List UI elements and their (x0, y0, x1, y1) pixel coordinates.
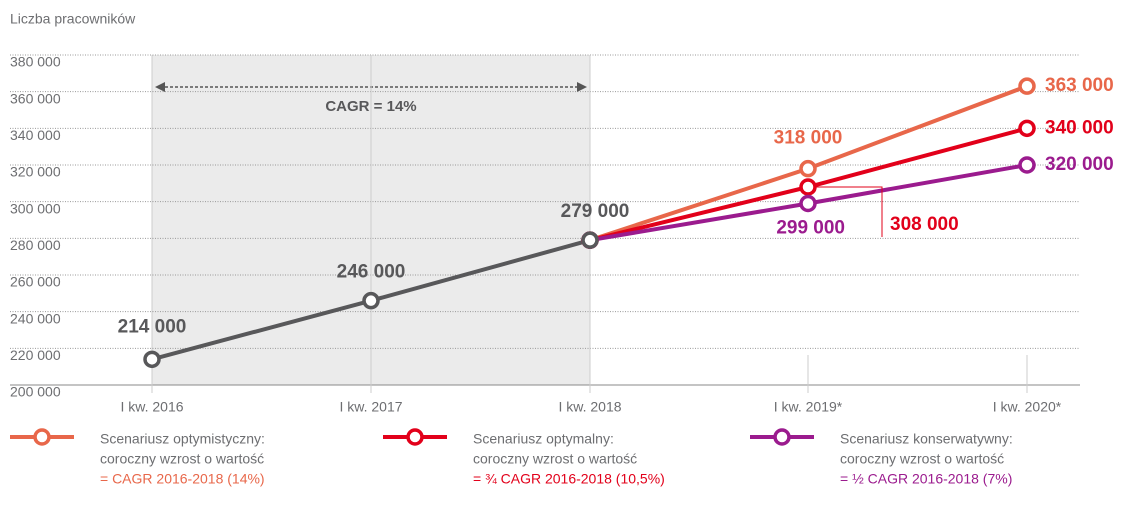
y-tick-label: 320 000 (10, 164, 61, 180)
point (1018, 156, 1036, 174)
point (143, 350, 161, 369)
legend-name: Scenariusz konserwatywny: (840, 431, 1013, 447)
x-tick-label: I kw. 2016 (120, 399, 183, 415)
label-leader (816, 186, 883, 237)
y-tick-label: 280 000 (10, 237, 61, 253)
value-label: 299 000 (776, 218, 845, 239)
legend-name: Scenariusz optymalny: (473, 431, 614, 447)
legend-marker (33, 428, 51, 446)
legend-marker (773, 428, 791, 446)
y-tick-label: 220 000 (10, 347, 61, 363)
point (799, 159, 817, 178)
legend-desc: = ½ CAGR 2016-2018 (7%) (840, 471, 1012, 487)
value-label: 246 000 (337, 262, 406, 283)
value-label: 308 000 (890, 214, 959, 235)
x-tick-label: I kw. 2020* (993, 399, 1062, 415)
y-tick-label: 260 000 (10, 274, 61, 290)
y-tick-label: 200 000 (10, 384, 61, 400)
x-tick-label: I kw. 2017 (339, 399, 402, 415)
point (362, 291, 380, 310)
x-tick-label: I kw. 2018 (558, 399, 621, 415)
y-axis-label: Liczba pracowników (10, 11, 136, 27)
y-tick-label: 300 000 (10, 200, 61, 216)
y-tick-label: 360 000 (10, 90, 61, 106)
legend-item: Scenariusz optymistyczny: coroczny wzrost… (10, 428, 265, 487)
legend-desc: coroczny wzrost o wartość (100, 451, 264, 467)
value-label: 318 000 (774, 128, 843, 149)
point (1018, 77, 1036, 95)
point (799, 194, 817, 213)
legend-desc: = ¾ CAGR 2016-2018 (10,5%) (473, 471, 665, 487)
legend-desc: coroczny wzrost o wartość (840, 451, 1004, 467)
x-tick-label: I kw. 2019* (774, 399, 843, 415)
value-label: 363 000 (1045, 75, 1114, 96)
value-label: 340 000 (1045, 117, 1114, 138)
y-tick-label: 380 000 (10, 54, 61, 70)
value-label: 279 000 (561, 201, 630, 222)
y-tick-label: 340 000 (10, 127, 61, 143)
point (799, 178, 817, 196)
legend-marker (406, 428, 424, 446)
value-label: 214 000 (118, 316, 187, 337)
legend-desc: coroczny wzrost o wartość (473, 451, 637, 467)
y-tick-label: 240 000 (10, 310, 61, 326)
legend-desc: = CAGR 2016-2018 (14%) (100, 471, 265, 487)
value-label: 320 000 (1045, 154, 1114, 175)
point (1018, 119, 1036, 138)
legend-item: Scenariusz optymalny: coroczny wzrost o w… (383, 428, 665, 487)
legend-name: Scenariusz optymistyczny: (100, 431, 265, 447)
legend-item: Scenariusz konserwatywny: coroczny wzrost… (750, 428, 1013, 487)
point (581, 231, 599, 249)
